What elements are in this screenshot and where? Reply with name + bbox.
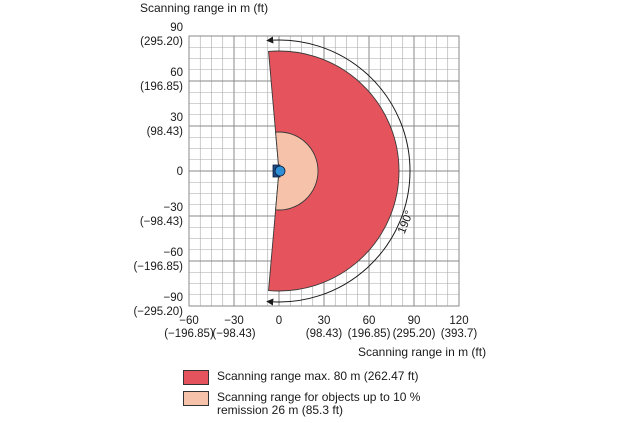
y-tick-label: 30 (98.43) (147, 112, 184, 138)
x-tick-labels: −60(−196.85)−30(−98.43)0 30(98.43)60(196.… (164, 315, 477, 340)
angle-label: 190° (396, 209, 416, 236)
legend-item-remission-range: Scanning range for objects up to 10 % re… (183, 391, 603, 417)
angle-arc (266, 36, 411, 306)
x-tick-ft: (−98.43) (212, 328, 255, 340)
remission-range-sector (275, 131, 319, 211)
y-tick-ft: (196.85) (140, 81, 183, 93)
x-tick-ft: (393.7) (441, 328, 478, 340)
x-tick-m: 90 (408, 315, 421, 327)
y-tick-label: −90 (−295.20) (133, 292, 183, 318)
y-tick-ft: (295.20) (140, 36, 183, 48)
x-tick-ft: (196.85) (348, 328, 391, 340)
x-tick-label: 120(393.7) (441, 315, 478, 340)
x-tick-label: 60(196.85) (348, 315, 391, 340)
y-tick-labels: 90 (295.20) 60 (196.85) 30 (98.43) 0 −30 (−98.43… (133, 22, 183, 318)
plot-border (188, 35, 460, 307)
y-tick-label: −60 (−196.85) (133, 247, 183, 273)
y-tick-ft: (−98.43) (140, 216, 183, 228)
scan-zones (268, 50, 400, 292)
x-tick-ft: (295.20) (393, 328, 436, 340)
y-tick-m: 30 (170, 112, 183, 124)
legend-item-max-range: Scanning range max. 80 m (262.47 ft) (183, 370, 603, 385)
x-axis-title: Scanning range in m (ft) (358, 345, 486, 359)
x-tick-m: 120 (449, 315, 468, 327)
y-tick-label: 60 (196.85) (140, 67, 183, 93)
y-axis-title: Scanning range in m (ft) (140, 1, 268, 15)
y-tick-ft: (−196.85) (133, 261, 183, 273)
y-tick-m: −60 (163, 247, 183, 259)
legend-swatch-remission-range (183, 391, 209, 406)
x-tick-ft: (−196.85) (164, 328, 214, 340)
x-tick-m: 30 (318, 315, 331, 327)
x-tick-ft: (98.43) (306, 328, 343, 340)
x-tick-m: 0 (276, 315, 282, 327)
y-tick-ft: (−295.20) (133, 306, 183, 318)
sensor-lens (274, 165, 286, 177)
y-tick-m: 60 (170, 67, 183, 79)
legend-label-remission-range: Scanning range for objects up to 10 % re… (217, 390, 421, 417)
x-tick-label: −60(−196.85) (164, 315, 214, 340)
x-tick-label: 90(295.20) (393, 315, 436, 340)
x-tick-label: 30(98.43) (306, 315, 343, 340)
x-tick-m: −30 (224, 315, 244, 327)
y-tick-label: 0 (177, 166, 183, 178)
y-tick-m: −30 (163, 202, 183, 214)
legend: Scanning range max. 80 m (262.47 ft) Sca… (183, 370, 603, 423)
y-tick-label: −30 (−98.43) (140, 202, 183, 228)
legend-swatch-max-range (183, 370, 209, 385)
x-tick-m: −60 (179, 315, 199, 327)
y-tick-ft: (98.43) (147, 126, 184, 138)
y-tick-label: 90 (295.20) (140, 22, 183, 48)
y-tick-m: 0 (177, 166, 183, 178)
x-tick-label: 0 (276, 315, 282, 327)
x-tick-label: −30(−98.43) (212, 315, 255, 340)
y-tick-m: 90 (170, 22, 183, 34)
sensor-icon (272, 164, 286, 178)
max-range-sector (268, 50, 400, 292)
y-tick-m: −90 (163, 292, 183, 304)
x-tick-m: 60 (363, 315, 376, 327)
legend-label-max-range: Scanning range max. 80 m (262.47 ft) (217, 369, 419, 383)
